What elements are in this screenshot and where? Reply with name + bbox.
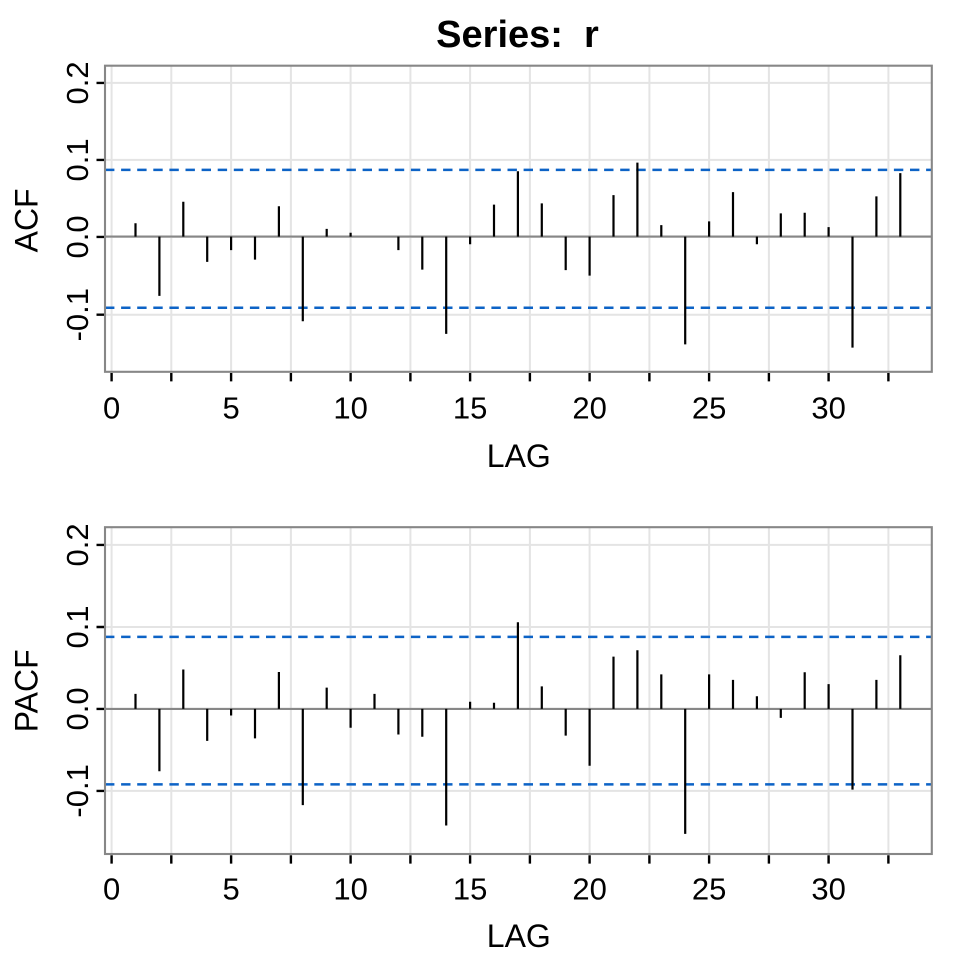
svg-text:10: 10 [333, 871, 367, 906]
svg-text:-0.1: -0.1 [60, 288, 95, 341]
svg-text:5: 5 [222, 390, 239, 425]
svg-text:ACF: ACF [9, 188, 45, 252]
svg-text:10: 10 [333, 390, 367, 425]
svg-text:15: 15 [453, 871, 487, 906]
svg-text:0.1: 0.1 [60, 605, 95, 648]
svg-text:20: 20 [572, 390, 606, 425]
svg-text:0.0: 0.0 [60, 215, 95, 258]
svg-text:30: 30 [811, 871, 845, 906]
svg-text:Series: r: Series: r [436, 14, 599, 56]
svg-text:0.2: 0.2 [60, 61, 95, 104]
svg-text:0.0: 0.0 [60, 687, 95, 730]
svg-text:LAG: LAG [487, 438, 551, 474]
svg-text:30: 30 [811, 390, 845, 425]
svg-text:LAG: LAG [487, 918, 551, 954]
svg-text:5: 5 [222, 871, 239, 906]
svg-text:0.1: 0.1 [60, 138, 95, 181]
svg-text:15: 15 [453, 390, 487, 425]
svg-text:-0.1: -0.1 [60, 764, 95, 817]
svg-text:0.2: 0.2 [60, 523, 95, 566]
svg-text:25: 25 [692, 390, 726, 425]
svg-text:0: 0 [103, 871, 120, 906]
svg-text:0: 0 [103, 390, 120, 425]
svg-text:PACF: PACF [9, 649, 45, 732]
svg-text:20: 20 [572, 871, 606, 906]
svg-text:25: 25 [692, 871, 726, 906]
